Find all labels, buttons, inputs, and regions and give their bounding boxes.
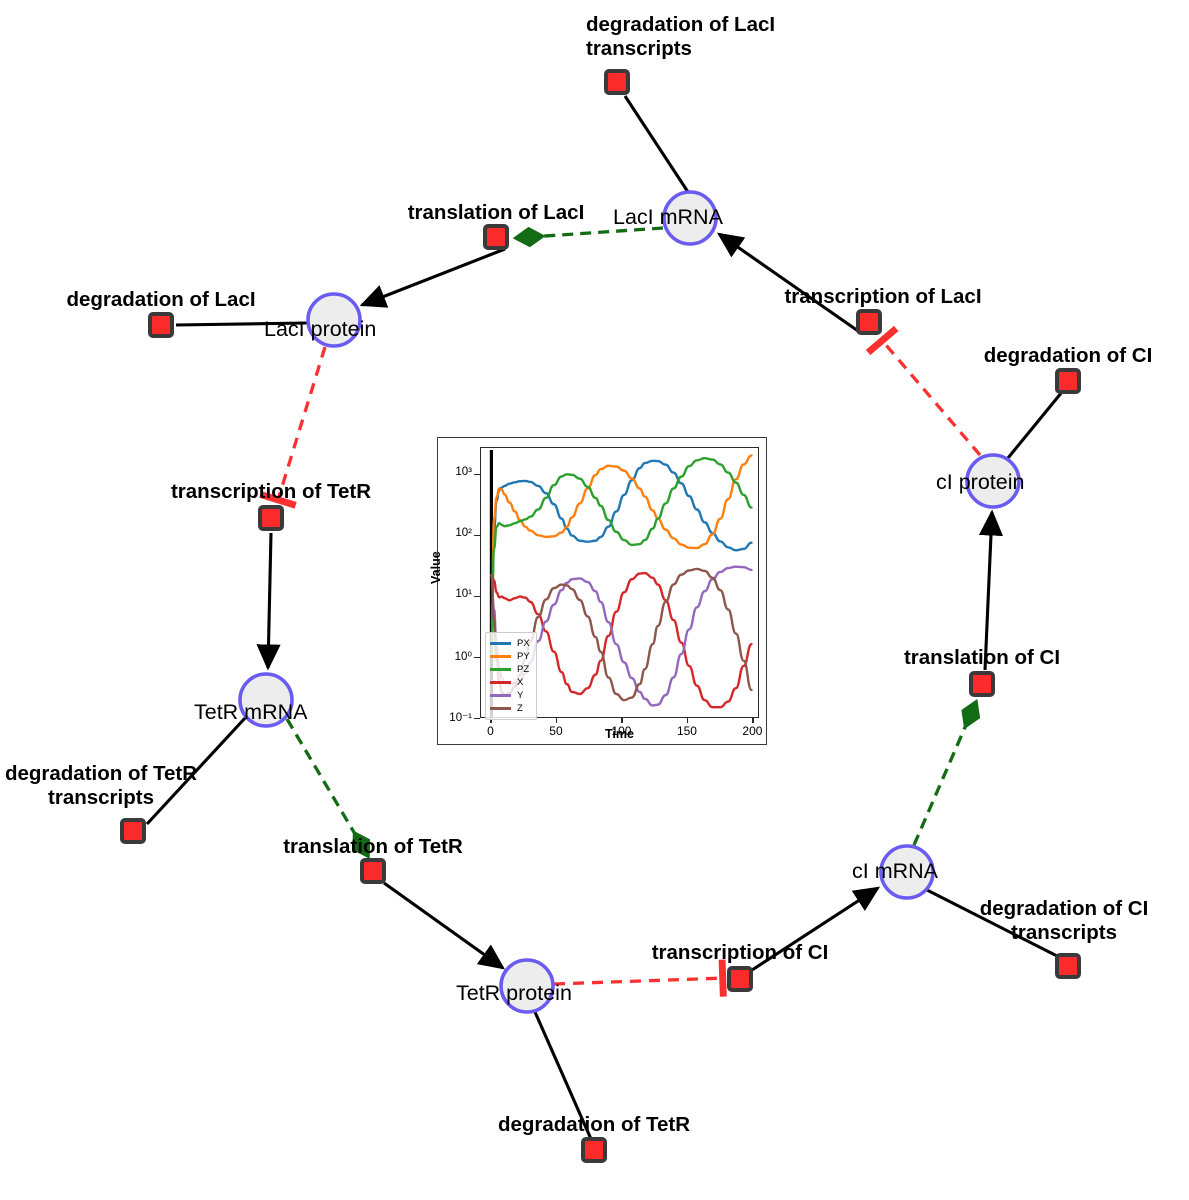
reaction-node-degradation-tetr[interactable] [581,1137,607,1163]
edge-tetrmrna-degradation-tetr-transcripts [145,715,248,826]
species-node-tetr-mrna[interactable] [238,672,294,728]
chart-xtick-0: 0 [487,724,494,738]
legend-swatch-icon [490,668,511,671]
reaction-node-degradation-ci[interactable] [1055,368,1081,394]
chart-xtick-3: 150 [676,724,697,738]
reaction-node-degradation-ci-transcripts[interactable] [1055,953,1081,979]
chart-ytick-3: 10² [455,527,472,540]
edge-layer [145,95,1064,1140]
legend-item-z: Z [490,702,530,715]
species-node-tetr-protein[interactable] [499,958,555,1014]
reaction-node-transcription-tetr[interactable] [258,505,284,531]
legend-item-y: Y [490,689,530,702]
species-node-layer [238,190,1021,1014]
species-node-laci-protein[interactable] [306,292,362,348]
chart-y-axis-label: Value [429,551,443,584]
reaction-node-degradation-tetr-transcripts[interactable] [120,818,146,844]
legend-swatch-icon [490,707,511,710]
legend-label: X [517,677,524,688]
reaction-node-layer [120,69,1081,1163]
species-node-ci-protein[interactable] [965,453,1021,509]
edge-tetr-protein-inhibits-transcription-ci [553,959,727,997]
chart-series-pz [490,456,753,658]
chart-xtick-mark-1 [555,718,558,723]
legend-item-x: X [490,676,530,689]
edge-translation-laci-to-laci-protein [359,247,506,308]
edge-lacimrna-modifies-translation-laci [512,226,664,248]
reaction-node-translation-laci[interactable] [483,224,509,250]
chart-xtick-mark-4 [752,718,754,723]
chart-ytick-0: 10⁻¹ [449,712,472,724]
edge-laci-protein-inhibits-transcription-tetr [259,346,327,509]
legend-label: PZ [517,664,530,675]
chart-series-py [490,454,753,658]
legend-swatch-icon [490,655,511,658]
chart-series-px [490,459,753,658]
legend-label: PX [517,638,530,649]
chart-ytick-4: 10³ [455,466,472,479]
chart-ytick-mark-4 [474,474,480,476]
edge-translation-ci-to-ci-protein [978,509,1004,671]
chart-xtick-mark-2 [621,718,623,723]
chart-xtick-mark-0 [490,718,492,723]
legend-item-pz: PZ [490,663,530,676]
legend-item-px: PX [490,637,530,650]
chart-legend: PX PY PZ X Y Z [485,632,537,720]
edge-tetr-protein-degradation-tetr [533,1011,593,1140]
legend-label: PY [517,651,530,662]
reaction-node-degradation-laci[interactable] [148,312,174,338]
reaction-node-degradation-laci-transcripts[interactable] [604,69,630,95]
chart-x-axis-label: Time [605,727,634,741]
edge-cimrna-modifies-translation-ci [912,698,981,846]
reaction-node-transcription-ci[interactable] [727,966,753,992]
edge-ci-protein-inhibits-transcription-laci [865,325,982,457]
species-node-laci-mrna[interactable] [662,190,718,246]
chart-xtick-4: 200 [742,724,763,738]
legend-swatch-icon [490,642,511,645]
legend-swatch-icon [490,694,511,697]
inset-timecourse-chart: Value Time 10⁻¹ 10⁰ 10¹ 10² 10³ 0 50 100 150 200… [429,437,767,745]
edge-cimrna-degradation-ci-transcripts [924,887,1060,959]
chart-ytick-2: 10¹ [455,588,472,601]
reaction-node-translation-tetr[interactable] [360,858,386,884]
chart-xtick-mark-3 [686,718,689,723]
edge-tetrmrna-modifies-translation-tetr [285,718,371,859]
chart-ytick-mark-2 [474,596,480,598]
edge-ci-protein-degradation-ci [1006,391,1064,459]
chart-xtick-1: 50 [549,724,563,738]
chart-xtick-2: 100 [611,724,632,738]
legend-swatch-icon [490,681,511,684]
legend-label: Y [517,690,524,701]
legend-label: Z [517,703,523,714]
chart-series-x [490,571,753,709]
legend-item-py: PY [490,650,530,663]
chart-ytick-mark-0 [474,718,480,720]
chart-ytick-mark-1 [474,657,480,659]
edge-transcription-ci-to-ci-mrna [751,886,881,972]
species-node-ci-mrna[interactable] [879,844,935,900]
reaction-node-translation-ci[interactable] [969,671,995,697]
reaction-node-transcription-laci[interactable] [856,309,882,335]
edge-lacimrna-degradation-laci-transcripts [623,95,690,193]
edge-laci-protein-degradation-laci [175,321,308,327]
chart-ytick-mark-3 [474,535,480,537]
edge-transcription-tetr-to-tetr-mrna [256,532,281,671]
chart-ytick-1: 10⁰ [454,651,472,664]
edge-transcription-laci-to-laci-mrna [716,232,862,335]
edge-translation-tetr-to-tetr-protein [383,881,506,970]
